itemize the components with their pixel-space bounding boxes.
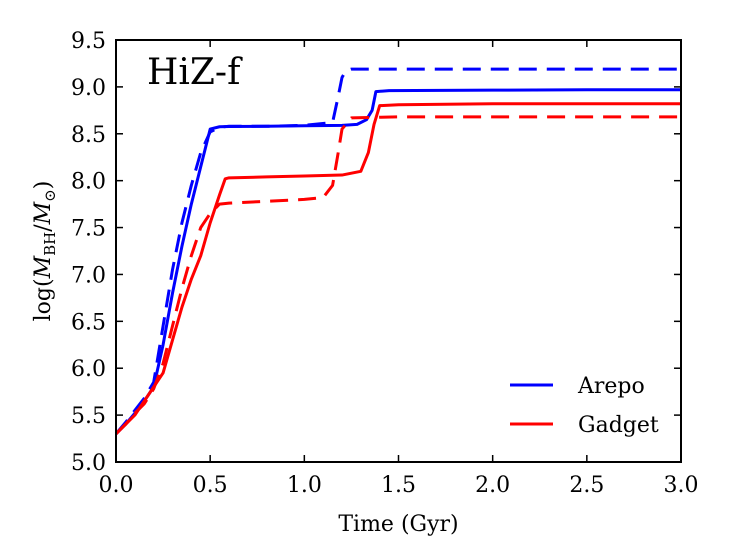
- y-label-sun: ⊙: [41, 189, 59, 202]
- tick-layer: 0.0 0.5 1.0 1.5 2.0 2.5 3.0 5.0 5.5 6.0 6.5 7.0 7.5 8…: [71, 29, 699, 498]
- legend: Arepo Gadget: [510, 374, 659, 438]
- series-line-arepo-dashed: [114, 67, 681, 435]
- y-tick-label: 8.0: [71, 170, 106, 195]
- legend-label-gadget: Gadget: [578, 413, 659, 438]
- series-layer: [114, 67, 681, 435]
- y-tick-label: 6.0: [71, 357, 106, 382]
- y-label-mid: /: [31, 224, 56, 232]
- y-label-m2: M: [31, 201, 56, 225]
- y-label-sub: BH: [41, 232, 59, 256]
- y-tick-label: 7.5: [71, 217, 106, 242]
- plot-area: 0.0 0.5 1.0 1.5 2.0 2.5 3.0 5.0 5.5 6.0 6.5 7.0 7.5 8…: [71, 29, 699, 498]
- y-tick-label: 5.0: [71, 451, 106, 476]
- x-tick-label: 0.5: [193, 473, 228, 498]
- x-tick-label: 3.0: [664, 473, 699, 498]
- x-tick-label: 1.5: [381, 473, 416, 498]
- x-tick-label: 2.5: [569, 473, 604, 498]
- y-tick-label: 5.5: [71, 404, 106, 429]
- y-label-pre: log(: [31, 278, 56, 321]
- y-tick-label: 9.5: [71, 29, 106, 54]
- y-tick-label: 7.0: [71, 263, 106, 288]
- y-label-post: ): [31, 181, 56, 190]
- x-axis-label: Time (Gyr): [338, 512, 458, 537]
- y-tick-label: 9.0: [71, 76, 106, 101]
- series-line-gadget-dashed: [114, 115, 681, 435]
- legend-label-arepo: Arepo: [577, 374, 645, 399]
- x-tick-label: 0.0: [99, 473, 134, 498]
- y-axis-label: log(MBH/M⊙): [31, 181, 59, 322]
- x-tick-label: 1.0: [287, 473, 322, 498]
- y-tick-label: 6.5: [71, 310, 106, 335]
- y-tick-label: 8.5: [71, 123, 106, 148]
- x-tick-label: 2.0: [475, 473, 510, 498]
- svg-text:log(MBH/M⊙): log(MBH/M⊙): [31, 181, 59, 322]
- y-label-m: M: [31, 255, 56, 279]
- chart-title: HiZ-f: [147, 52, 243, 93]
